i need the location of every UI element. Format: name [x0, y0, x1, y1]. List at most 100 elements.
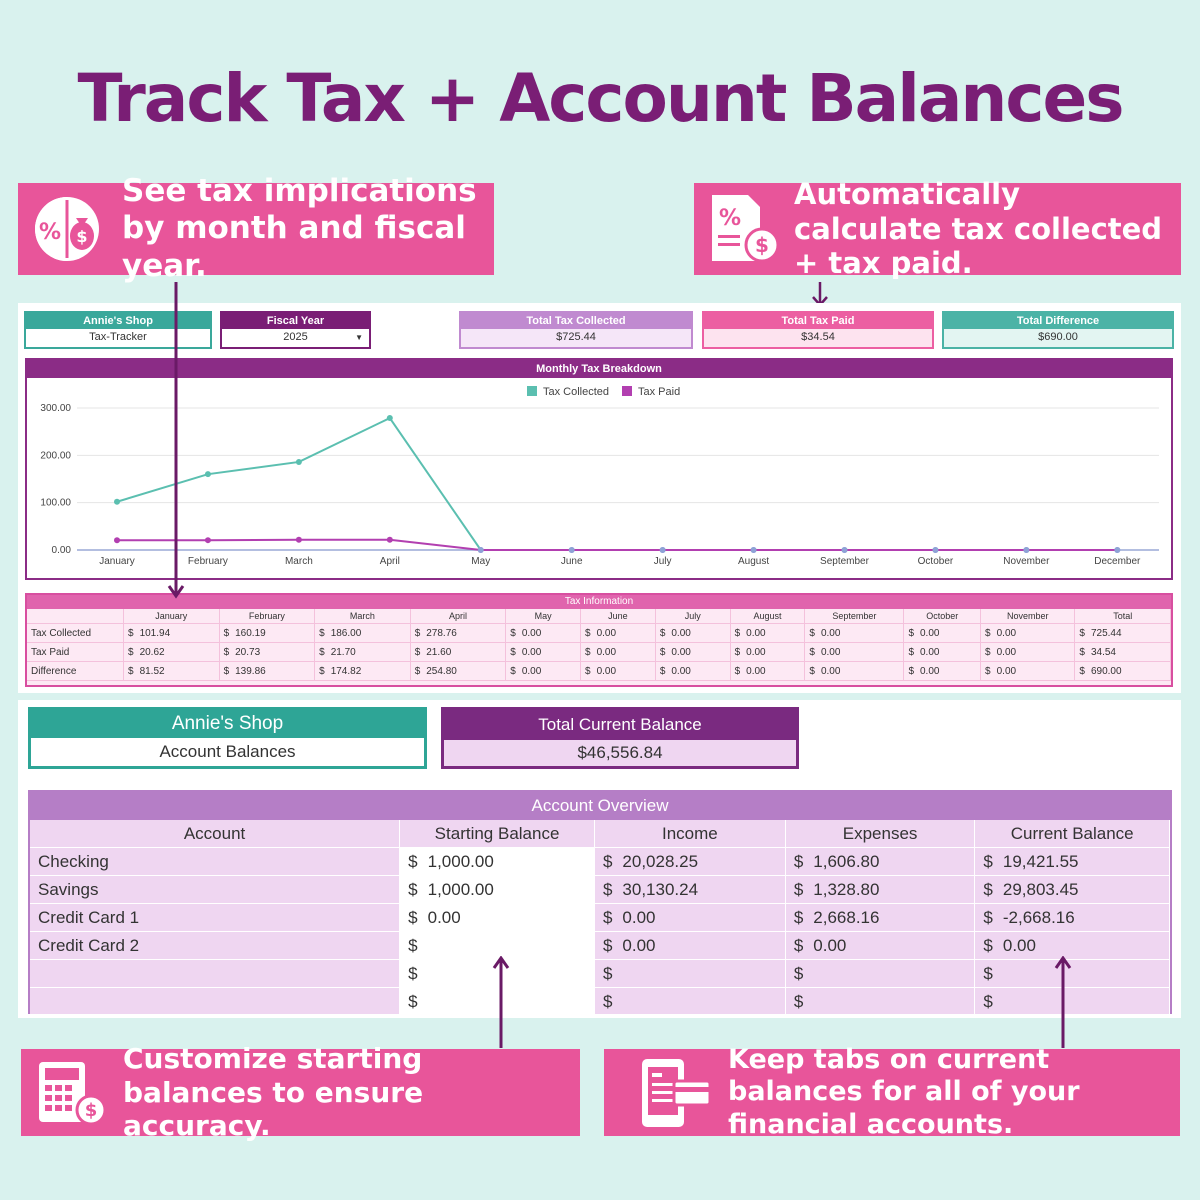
- expenses-cell: $: [785, 959, 976, 988]
- account-name-cell[interactable]: Savings: [30, 875, 401, 904]
- table-cell[interactable]: $20.62: [123, 642, 220, 662]
- dropdown-arrow-icon[interactable]: ▼: [355, 333, 363, 342]
- starting-balance-cell[interactable]: $: [399, 931, 595, 960]
- percent-money-bag-icon: % $: [32, 194, 102, 264]
- expenses-cell: $: [785, 987, 976, 1016]
- table-cell[interactable]: $0.00: [980, 661, 1076, 681]
- column-header: Total: [1074, 609, 1171, 624]
- table-cell[interactable]: $101.94: [123, 623, 220, 643]
- table-cell[interactable]: $278.76: [410, 623, 507, 643]
- table-cell[interactable]: $0.00: [903, 642, 982, 662]
- column-header: June: [580, 609, 656, 624]
- income-cell: $20,028.25: [594, 847, 786, 876]
- column-header: Starting Balance: [399, 820, 595, 848]
- data-point: [750, 547, 757, 553]
- tax-info-title: Tax Information: [27, 595, 1171, 609]
- table-row: Tax Collected $101.94 $160.19 $186.00 $278.7…: [27, 623, 1171, 643]
- table-cell[interactable]: $0.00: [980, 623, 1076, 643]
- data-point: [295, 536, 302, 543]
- table-cell[interactable]: $0.00: [804, 661, 905, 681]
- starting-balance-cell[interactable]: $: [399, 987, 595, 1016]
- table-cell[interactable]: $725.44: [1074, 623, 1171, 643]
- table-cell[interactable]: $160.19: [219, 623, 316, 643]
- table-cell[interactable]: $0.00: [730, 623, 806, 643]
- table-cell[interactable]: $20.73: [219, 642, 316, 662]
- tax-document-icon: % $: [708, 191, 780, 267]
- expenses-cell: $1,328.80: [785, 875, 976, 904]
- page-title: Track Tax + Account Balances: [77, 60, 1124, 137]
- account-name-cell[interactable]: Credit Card 1: [30, 903, 401, 932]
- column-header: July: [655, 609, 731, 624]
- tax-info-grid: January February March April May June July Augu…: [27, 609, 1171, 681]
- table-cell[interactable]: $174.82: [314, 661, 411, 681]
- fiscal-year-label: Fiscal Year: [222, 313, 369, 329]
- x-tick-label: July: [654, 556, 672, 567]
- table-cell[interactable]: $254.80: [410, 661, 507, 681]
- shop-box: Annie's Shop Tax-Tracker: [24, 311, 212, 349]
- account-name-cell[interactable]: Credit Card 2: [30, 931, 401, 960]
- total-collected-box: Total Tax Collected $725.44: [459, 311, 693, 349]
- account-name-cell[interactable]: [30, 959, 401, 988]
- table-cell[interactable]: $21.60: [410, 642, 507, 662]
- shop-label: Annie's Shop: [26, 313, 210, 329]
- table-cell[interactable]: $0.00: [655, 661, 731, 681]
- table-cell[interactable]: $0.00: [580, 623, 656, 643]
- table-cell[interactable]: $34.54: [1074, 642, 1171, 662]
- starting-balance-cell[interactable]: $1,000.00: [399, 847, 595, 876]
- y-tick-label: 200.00: [40, 450, 71, 461]
- table-cell[interactable]: $186.00: [314, 623, 411, 643]
- row-label: Difference: [27, 661, 124, 681]
- table-cell[interactable]: $0.00: [730, 642, 806, 662]
- arrow-up-icon: [492, 956, 510, 1048]
- account-name-cell[interactable]: [30, 987, 401, 1016]
- table-cell[interactable]: $0.00: [655, 623, 731, 643]
- y-tick-label: 0.00: [52, 545, 72, 556]
- table-cell[interactable]: $0.00: [505, 623, 582, 643]
- table-cell[interactable]: $0.00: [505, 642, 582, 662]
- table-cell[interactable]: $81.52: [123, 661, 220, 681]
- table-cell[interactable]: $139.86: [219, 661, 316, 681]
- x-tick-label: January: [99, 556, 135, 567]
- table-cell[interactable]: $0.00: [804, 642, 905, 662]
- data-point: [659, 547, 666, 553]
- table-cell[interactable]: $0.00: [580, 661, 656, 681]
- starting-balance-cell[interactable]: $1,000.00: [399, 875, 595, 904]
- fiscal-year-box[interactable]: Fiscal Year 2025 ▼: [220, 311, 371, 349]
- income-cell: $: [594, 959, 786, 988]
- data-point: [386, 536, 393, 543]
- column-header: Expenses: [785, 820, 976, 848]
- table-cell[interactable]: $0.00: [655, 642, 731, 662]
- data-point: [1114, 547, 1121, 553]
- total-difference-box: Total Difference $690.00: [942, 311, 1174, 349]
- table-cell[interactable]: $0.00: [903, 623, 982, 643]
- table-cell[interactable]: $0.00: [980, 642, 1076, 662]
- callout-keep-tabs: Keep tabs on current balances for all of…: [604, 1044, 1180, 1140]
- income-cell: $: [594, 987, 786, 1016]
- table-cell[interactable]: $0.00: [730, 661, 806, 681]
- table-cell[interactable]: $0.00: [804, 623, 905, 643]
- legend-swatch: [622, 386, 632, 396]
- table-cell[interactable]: $690.00: [1074, 661, 1171, 681]
- callout-text: Automatically calculate tax collected + …: [794, 176, 1163, 281]
- legend-swatch: [527, 386, 537, 396]
- column-header: Account: [30, 820, 401, 848]
- callout-text: Keep tabs on current balances for all of…: [728, 1043, 1080, 1140]
- account-name-cell[interactable]: Checking: [30, 847, 401, 876]
- starting-balance-cell[interactable]: $0.00: [399, 903, 595, 932]
- fiscal-year-select[interactable]: 2025: [283, 331, 308, 343]
- table-cell[interactable]: $0.00: [505, 661, 582, 681]
- table-cell[interactable]: $21.70: [314, 642, 411, 662]
- table-cell[interactable]: $0.00: [903, 661, 982, 681]
- column-header: September: [804, 609, 905, 624]
- x-tick-label: May: [471, 556, 490, 567]
- legend-label: Tax Paid: [638, 386, 680, 398]
- row-label: Tax Paid: [27, 642, 124, 662]
- table-cell[interactable]: $0.00: [580, 642, 656, 662]
- column-header: Income: [594, 820, 786, 848]
- x-tick-label: December: [1094, 556, 1141, 567]
- x-tick-label: September: [820, 556, 870, 567]
- table-row: Savings $1,000.00 $30,130.24 $1,328.80 $29,8…: [30, 875, 1170, 904]
- data-point: [932, 547, 939, 553]
- data-point: [204, 471, 211, 478]
- data-point: [568, 547, 575, 553]
